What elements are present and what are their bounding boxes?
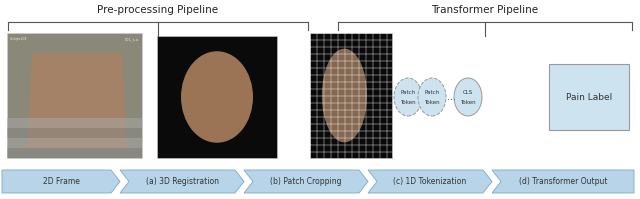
- Text: (d) Transformer Output: (d) Transformer Output: [519, 177, 607, 186]
- Text: (b) Patch Cropping: (b) Patch Cropping: [270, 177, 342, 186]
- Text: (c) 1D Tokenization: (c) 1D Tokenization: [394, 177, 467, 186]
- Ellipse shape: [454, 78, 482, 116]
- Polygon shape: [2, 170, 120, 193]
- Text: Token: Token: [400, 100, 416, 105]
- FancyBboxPatch shape: [549, 64, 629, 130]
- Polygon shape: [157, 36, 277, 158]
- Text: Transformer Pipeline: Transformer Pipeline: [431, 5, 539, 15]
- Text: 2D Frame: 2D Frame: [43, 177, 79, 186]
- Text: Token: Token: [460, 100, 476, 105]
- Text: ...: ...: [447, 92, 456, 102]
- Polygon shape: [368, 170, 492, 193]
- Text: Subject01: Subject01: [10, 37, 28, 41]
- Polygon shape: [7, 33, 142, 158]
- Text: Token: Token: [424, 100, 440, 105]
- Text: Patch: Patch: [424, 91, 440, 96]
- Polygon shape: [7, 118, 142, 128]
- Polygon shape: [120, 170, 244, 193]
- Polygon shape: [244, 170, 368, 193]
- Text: (a) 3D Registration: (a) 3D Registration: [145, 177, 218, 186]
- Ellipse shape: [322, 49, 367, 142]
- Polygon shape: [7, 138, 142, 148]
- Ellipse shape: [394, 78, 422, 116]
- Polygon shape: [7, 128, 142, 138]
- Text: CLS: CLS: [463, 91, 473, 96]
- Text: Pain Label: Pain Label: [566, 93, 612, 101]
- Polygon shape: [7, 148, 142, 158]
- Polygon shape: [492, 170, 634, 193]
- Polygon shape: [27, 53, 127, 148]
- Ellipse shape: [418, 78, 446, 116]
- Text: Pre-processing Pipeline: Pre-processing Pipeline: [97, 5, 219, 15]
- Ellipse shape: [181, 51, 253, 143]
- Text: 001_x-a: 001_x-a: [125, 37, 139, 41]
- Polygon shape: [310, 33, 392, 158]
- Text: Patch: Patch: [401, 91, 415, 96]
